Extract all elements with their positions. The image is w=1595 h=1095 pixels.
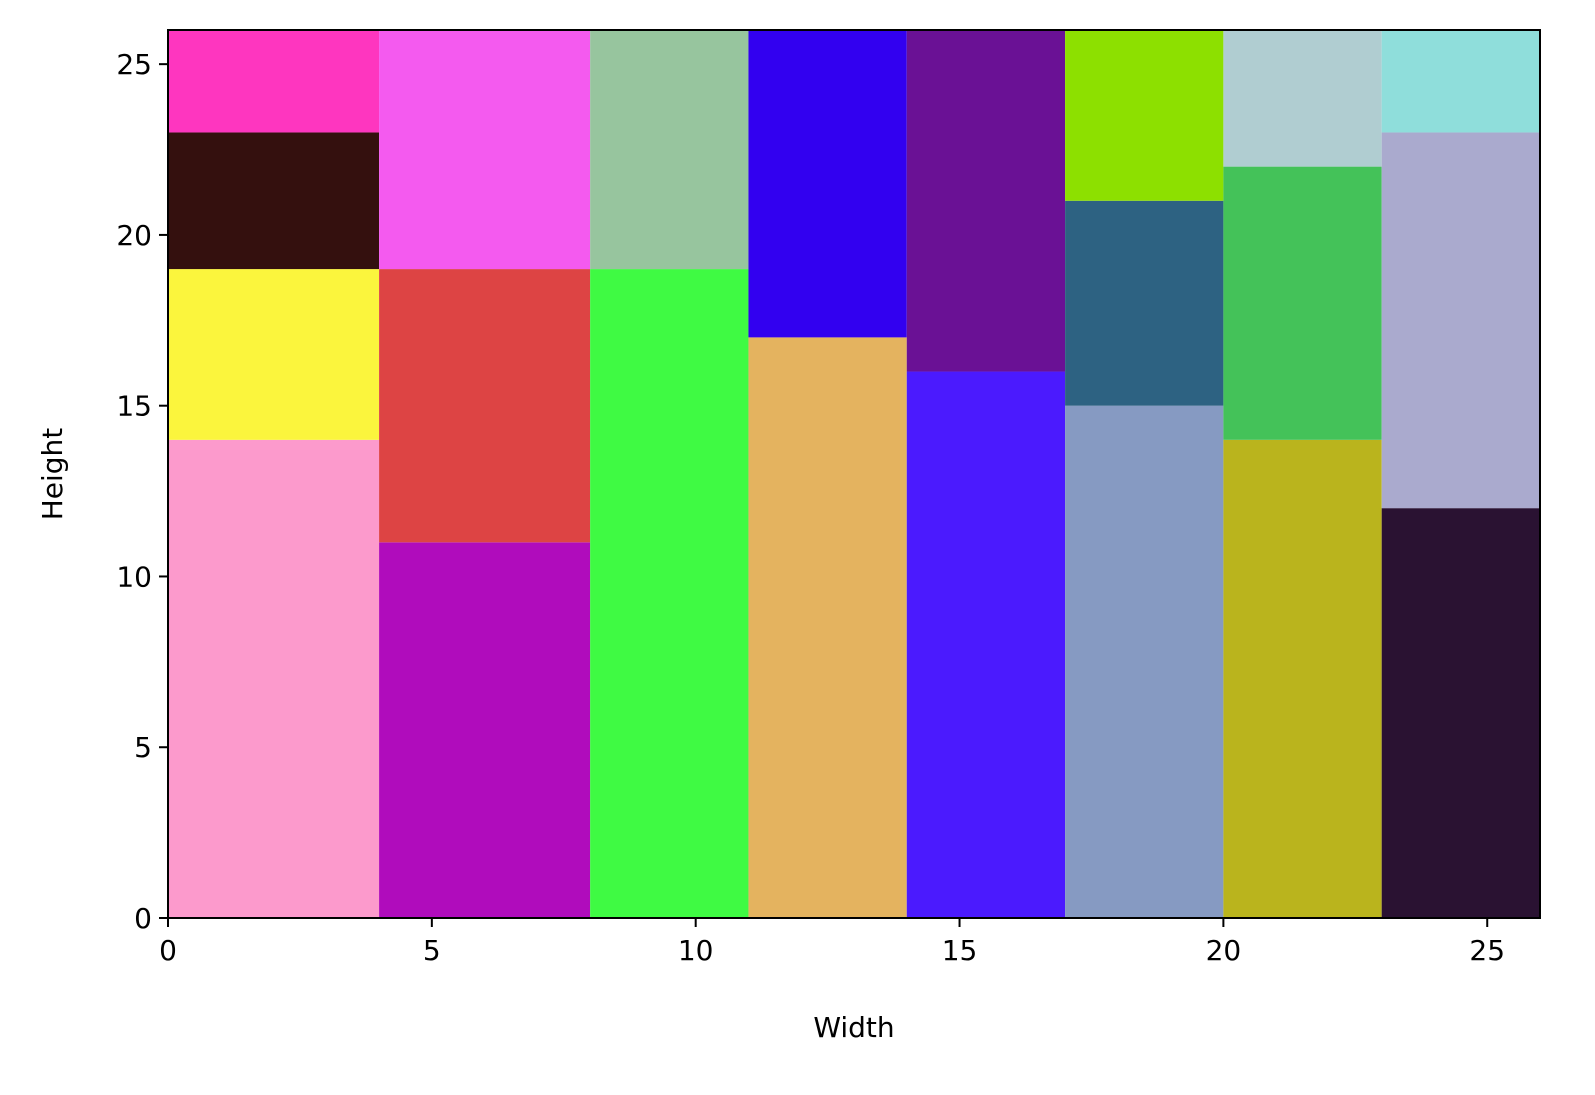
x-tick-label: 15: [942, 934, 978, 967]
packed-rectangle-5: [379, 542, 591, 918]
packed-rectangle-14: [1065, 405, 1224, 918]
y-tick-label: 20: [116, 219, 152, 252]
x-tick-label: 0: [159, 934, 177, 967]
y-axis-ticks: 0 5 10 15 20 25: [116, 48, 168, 935]
x-tick-label: 20: [1206, 934, 1242, 967]
packed-rectangle-21: [1381, 132, 1540, 509]
packed-rectangle-18: [1223, 166, 1382, 440]
packed-rectangle-3: [168, 132, 380, 270]
y-axis-label: Height: [36, 428, 69, 521]
packed-rectangle-13: [906, 30, 1066, 372]
x-tick-label: 5: [423, 934, 441, 967]
packed-rectangle-6: [379, 269, 591, 543]
packed-rectangle-12: [906, 371, 1066, 918]
y-tick-label: 5: [134, 731, 152, 764]
packed-rectangle-7: [379, 30, 591, 270]
packed-rectangle-17: [1223, 439, 1382, 918]
packed-rectangle-19: [1223, 30, 1382, 167]
axes-frame: [167, 29, 1541, 919]
packed-rectangle-11: [748, 30, 907, 338]
x-axis-label: Width: [813, 1011, 894, 1044]
packed-rectangle-15: [1065, 200, 1224, 406]
packed-rectangle-22: [1381, 30, 1540, 133]
packed-rectangle-16: [1065, 30, 1224, 201]
y-tick-label: 15: [116, 390, 152, 423]
y-tick-label: 25: [116, 48, 152, 81]
x-tick-label: 10: [678, 934, 714, 967]
packed-rectangle-10: [748, 337, 907, 918]
plot-rectangles: [168, 30, 1540, 919]
x-tick-label: 25: [1469, 934, 1505, 967]
packed-rectangle-4: [168, 30, 380, 133]
packed-rectangle-1: [168, 439, 380, 918]
packed-rectangle-20: [1381, 508, 1540, 918]
y-tick-label: 10: [116, 560, 152, 593]
packed-rectangle-9: [590, 30, 749, 270]
y-tick-label: 0: [134, 902, 152, 935]
packed-rectangle-8: [590, 269, 749, 919]
packed-rectangle-2: [168, 269, 380, 440]
x-axis-ticks: 0 5 10 15 20 25: [159, 918, 1505, 967]
